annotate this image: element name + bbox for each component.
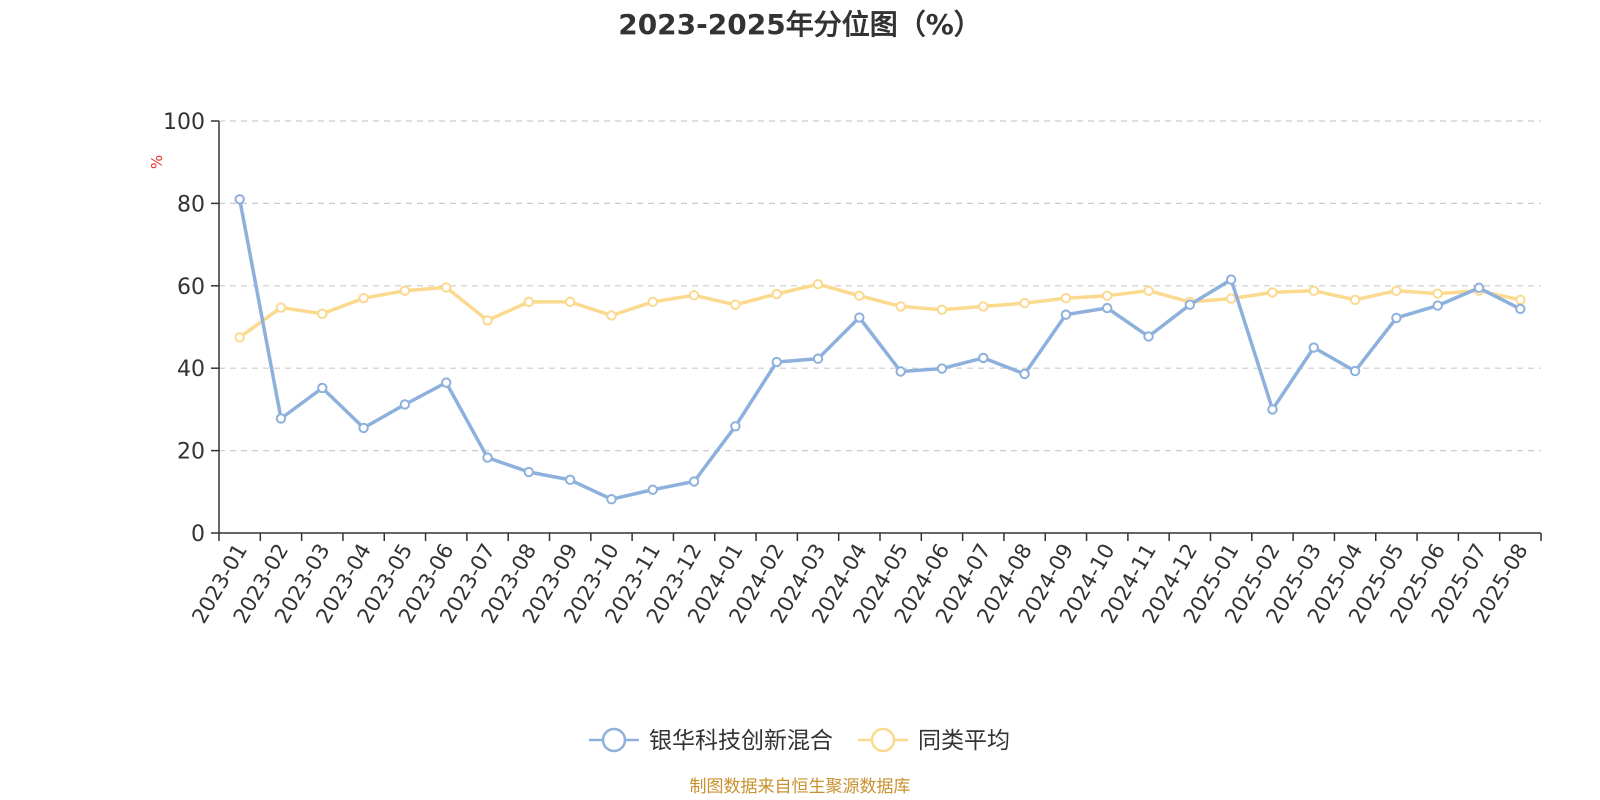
series-1-point-22[interactable] [1143,285,1154,296]
series-1-point-1[interactable] [275,302,287,313]
series-0-point-27[interactable] [1349,365,1361,377]
series-1-point-19[interactable] [1019,297,1030,309]
series-1-point-17[interactable] [936,304,948,315]
series-0-point-9[interactable] [606,494,617,505]
series-1-point-31[interactable] [1515,294,1526,306]
series-0-point-29[interactable] [1432,300,1443,311]
series-0-point-17[interactable] [936,363,948,374]
series-0-point-4[interactable] [399,399,411,410]
y-tick-label-0: 0 [191,522,205,547]
series-1-point-15[interactable] [854,290,865,301]
y-axis-unit-label: % [148,155,166,169]
series-1-point-21[interactable] [1102,290,1113,301]
series-0-point-23[interactable] [1184,299,1196,310]
series-0-point-25[interactable] [1267,404,1278,415]
series-0-point-11[interactable] [688,476,700,487]
series-0-point-20[interactable] [1060,309,1072,320]
series-1-point-2[interactable] [317,308,328,320]
series-1-point-26[interactable] [1308,285,1319,296]
series-1-point-20[interactable] [1060,292,1072,304]
series-0-point-7[interactable] [523,466,535,478]
series-1-point-7[interactable] [523,296,535,308]
series-1-point-13[interactable] [771,288,782,300]
series-0-point-30[interactable] [1473,282,1485,294]
series-0-point-6[interactable] [482,452,493,463]
y-tick-label-4: 80 [177,192,205,217]
series-1-point-25[interactable] [1267,287,1278,298]
series-0-point-18[interactable] [978,352,989,364]
series-1-point-12[interactable] [730,299,741,310]
series-0-point-8[interactable] [564,474,576,486]
y-tick-label-3: 60 [177,275,205,300]
series-0-point-16[interactable] [895,366,906,377]
series-1-point-5[interactable] [441,282,452,293]
legend-label-1: 同类平均 [918,728,1010,754]
data-source-note: 制图数据来自恒生聚源数据库 [690,777,911,797]
series-1-point-3[interactable] [358,292,369,304]
series-0-point-13[interactable] [771,356,782,368]
series-group [234,194,1526,505]
series-0-point-28[interactable] [1391,312,1402,324]
chart-title: 2023-2025年分位图（%） [618,8,982,41]
legend-label-0: 银华科技创新混合 [649,728,833,754]
series-1-point-8[interactable] [564,296,576,308]
series-1-point-16[interactable] [895,301,906,312]
series-1-point-6[interactable] [482,315,493,326]
series-1-point-18[interactable] [978,301,989,312]
y-tick-label-2: 40 [177,357,205,382]
x-axis: 2023-012023-022023-032023-042023-052023-… [187,532,1542,627]
series-0-point-10[interactable] [647,484,658,495]
series-0-point-1[interactable] [275,413,287,424]
series-1-point-27[interactable] [1349,294,1361,306]
series-0-point-0[interactable] [234,194,245,205]
series-0-point-14[interactable] [812,353,824,364]
series-0-line [237,197,1523,501]
series-1-point-28[interactable] [1391,285,1402,296]
series-1-point-24[interactable] [1225,293,1237,304]
legend-marker-0 [601,727,627,753]
legend: 银华科技创新混合 同类平均 [589,727,1010,754]
y-axis: 0 20 40 60 80 100 [163,110,220,547]
series-1-point-9[interactable] [606,310,617,321]
series-1-line [237,282,1523,340]
series-0 [234,194,1526,505]
series-1 [234,278,1526,343]
legend-item-1[interactable]: 同类平均 [858,727,1010,754]
series-1-point-11[interactable] [688,290,700,301]
series-1-point-14[interactable] [812,278,824,290]
series-0-point-19[interactable] [1019,368,1030,380]
series-1-point-29[interactable] [1432,288,1443,299]
series-0-point-31[interactable] [1515,303,1526,315]
series-0-point-15[interactable] [854,312,865,323]
series-0-point-21[interactable] [1102,302,1113,314]
series-0-point-24[interactable] [1225,274,1237,285]
series-1-point-0[interactable] [234,332,245,343]
series-0-point-12[interactable] [730,421,741,432]
series-0-point-5[interactable] [441,377,452,388]
series-1-point-10[interactable] [647,296,658,308]
series-0-point-2[interactable] [317,382,328,394]
legend-item-0[interactable]: 银华科技创新混合 [589,727,833,754]
y-tick-label-5: 100 [163,110,205,135]
grid-lines [219,120,1541,452]
series-0-point-3[interactable] [358,422,369,434]
legend-marker-1 [870,727,896,753]
series-1-point-4[interactable] [399,285,411,296]
y-tick-label-1: 20 [177,440,205,465]
series-0-point-22[interactable] [1143,331,1154,342]
series-0-point-26[interactable] [1308,342,1319,353]
